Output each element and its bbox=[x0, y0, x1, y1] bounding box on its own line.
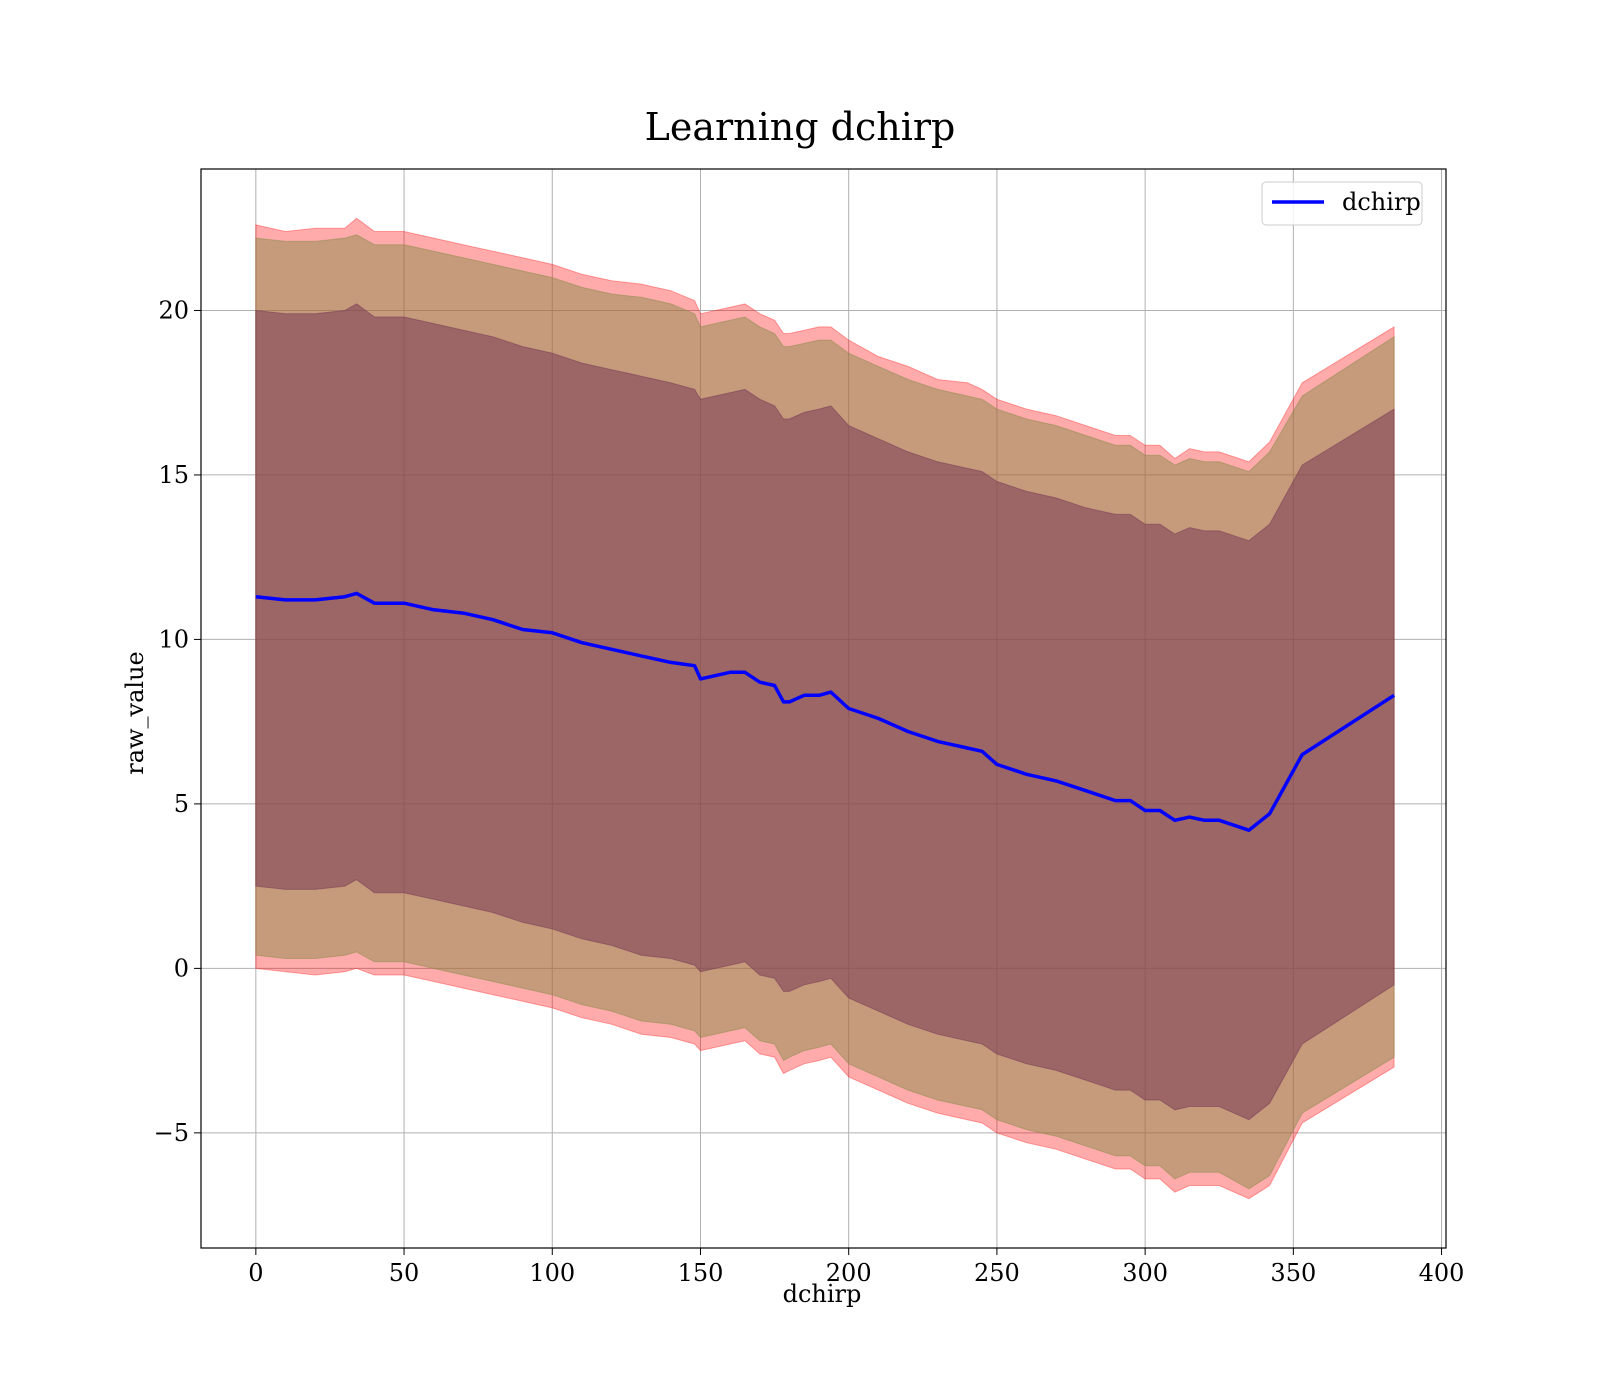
y-tick-label: 15 bbox=[158, 461, 189, 489]
series-line bbox=[255, 591, 1396, 832]
x-axis-label: dchirp bbox=[783, 1280, 862, 1308]
y-tick-label: 5 bbox=[174, 790, 189, 818]
legend: dchirp bbox=[1261, 181, 1423, 226]
legend-label: dchirp bbox=[1342, 188, 1421, 216]
y-tick-label: −5 bbox=[154, 1119, 189, 1147]
y-tick-label: 10 bbox=[158, 625, 189, 653]
x-tick-label: 400 bbox=[1419, 1259, 1465, 1287]
legend-box bbox=[1261, 181, 1423, 226]
x-tick-label: 100 bbox=[529, 1259, 575, 1287]
x-tick-label: 50 bbox=[389, 1259, 420, 1287]
plot-frame bbox=[200, 168, 1447, 1249]
chart-title: Learning dchirp bbox=[645, 105, 956, 149]
x-tick-label: 350 bbox=[1270, 1259, 1316, 1287]
x-tick-label: 200 bbox=[826, 1259, 872, 1287]
x-tick-label: 150 bbox=[678, 1259, 724, 1287]
x-tick-label: 250 bbox=[974, 1259, 1020, 1287]
y-tick-label: 0 bbox=[174, 954, 189, 982]
y-axis-label: raw_value bbox=[121, 651, 149, 775]
ticks: 0 50 100 150 200 250 300 350 400 −5 0 5 10 15 20 bbox=[154, 296, 1465, 1287]
series-lines bbox=[255, 591, 1396, 832]
bands bbox=[255, 217, 1395, 1200]
band-area bbox=[255, 303, 1395, 1121]
x-tick-label: 300 bbox=[1122, 1259, 1168, 1287]
x-tick-label: 0 bbox=[248, 1259, 263, 1287]
y-tick-label: 20 bbox=[158, 296, 189, 324]
